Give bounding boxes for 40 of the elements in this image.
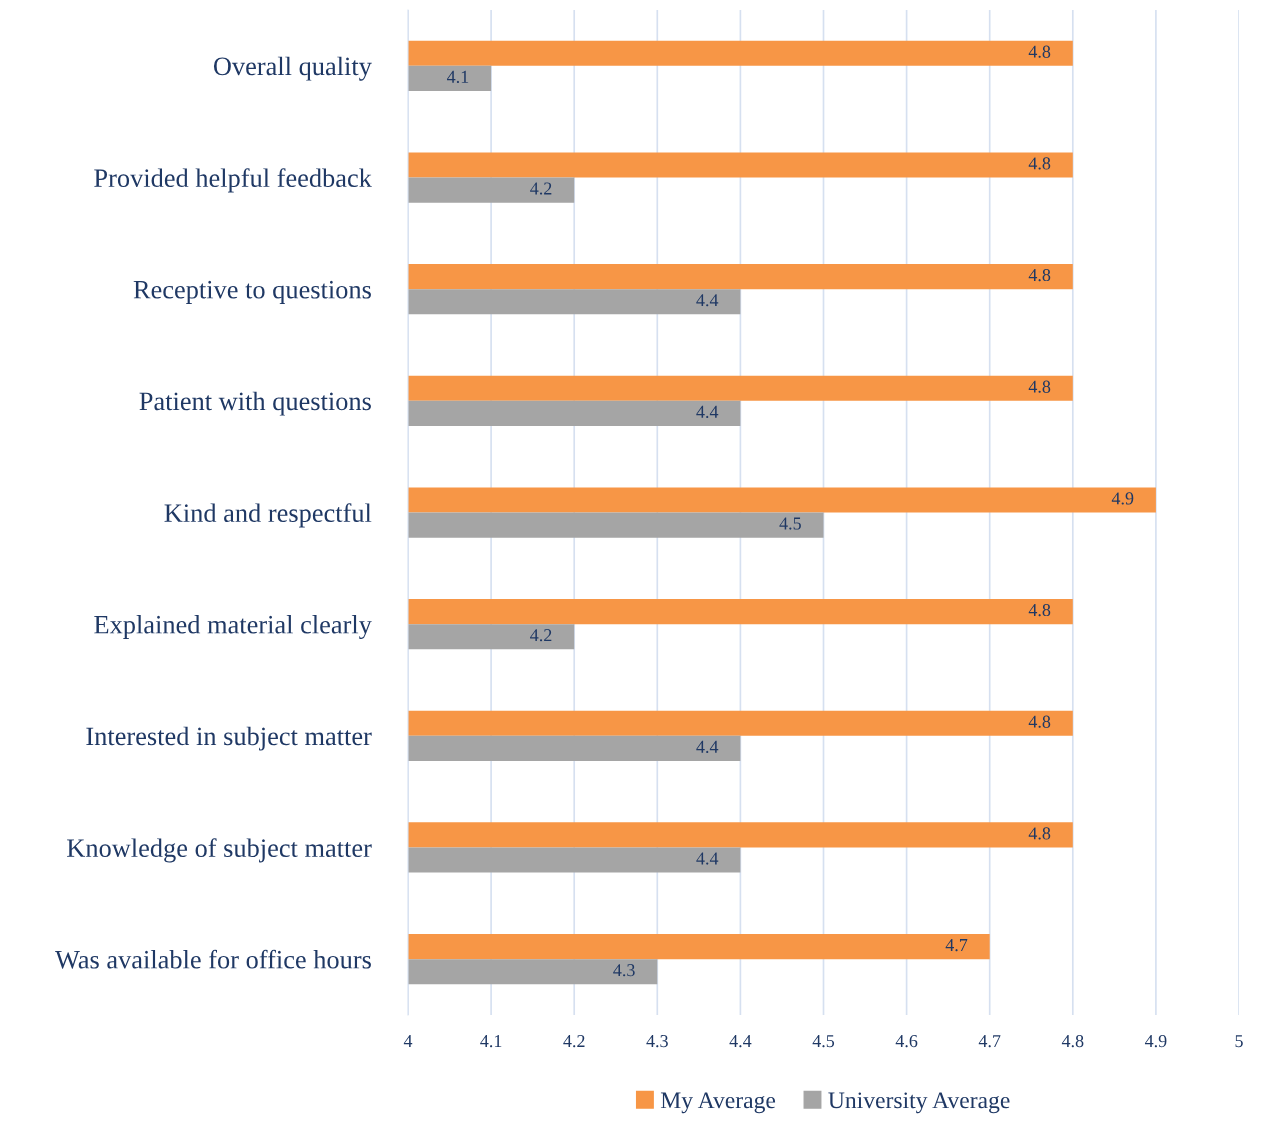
x-tick-label: 4: [403, 1035, 413, 1047]
data-label: 4.8: [1028, 715, 1051, 728]
y-tick-label: Explained material clearly: [94, 615, 372, 640]
y-tick-label: Was available for office hours: [55, 949, 371, 969]
x-tick-label: 4.8: [1061, 1034, 1084, 1048]
x-tick-label: 4.2: [563, 1035, 585, 1048]
x-tick-label: 4.9: [1144, 1035, 1167, 1048]
x-tick-label: 4.4: [729, 1035, 752, 1048]
data-label: 4.4: [696, 740, 719, 753]
data-label: 4.9: [1111, 492, 1134, 505]
data-label: 4.5: [779, 517, 801, 530]
data-label: 4.8: [1028, 45, 1051, 58]
data-label: 4.4: [696, 294, 719, 307]
data-label: 4.4: [696, 852, 719, 865]
data-label: 4.3: [613, 964, 635, 977]
x-tick-label: 4.5: [812, 1035, 835, 1048]
data-label: 4.2: [530, 182, 552, 195]
data-label: 4.8: [1028, 380, 1051, 393]
y-tick-label: Kind and respectful: [164, 503, 372, 528]
x-tick-label: 4.7: [978, 1035, 1001, 1048]
legend-label: My Average: [660, 1092, 776, 1114]
y-tick-label: Receptive to questions: [133, 280, 371, 304]
y-tick-label: Overall quality: [213, 56, 372, 81]
x-tick-label: 4.6: [895, 1035, 918, 1048]
data-label: 4.8: [1028, 603, 1051, 617]
y-tick-label: Knowledge of subject matter: [67, 838, 372, 863]
y-tick-label: Patient with questions: [139, 391, 371, 416]
y-tick-label: Interested in subject matter: [86, 726, 372, 751]
data-label: 4.7: [945, 939, 968, 952]
data-label: 4.8: [1028, 157, 1051, 170]
data-label: 4.4: [696, 405, 719, 418]
y-tick-label: Provided helpful feedback: [94, 168, 372, 193]
data-label: 4.8: [1028, 827, 1051, 840]
data-label: 4.8: [1028, 268, 1051, 282]
data-label: 4.2: [530, 629, 552, 642]
x-tick-label: 4.1: [480, 1035, 502, 1048]
x-tick-label: 5: [1235, 1035, 1243, 1048]
legend-label: University Average: [828, 1092, 1010, 1114]
data-label: 4.1: [447, 70, 469, 83]
x-tick-label: 4.3: [646, 1035, 668, 1048]
